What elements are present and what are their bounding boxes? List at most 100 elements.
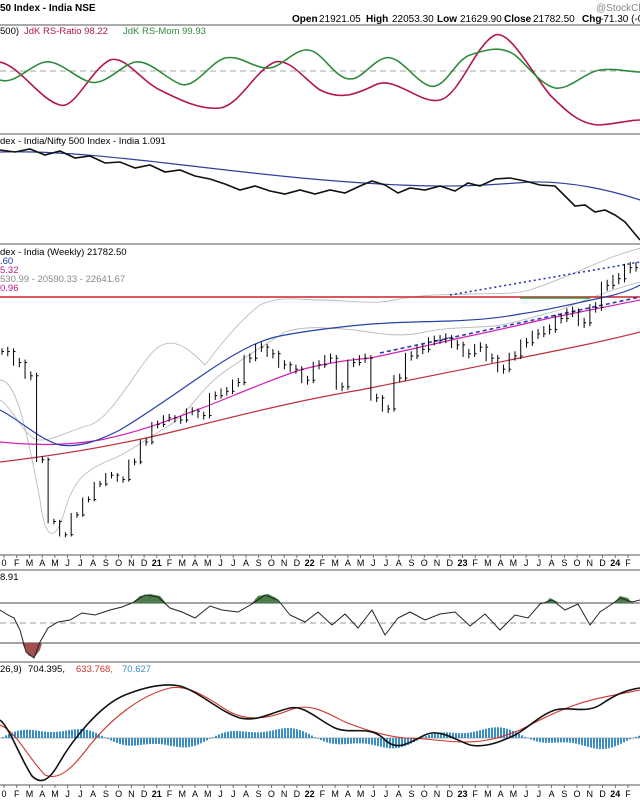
- macd-hist-bar: [83, 729, 85, 738]
- macd-hist-bar: [449, 732, 451, 738]
- x-axis-bottom-tick-label: J: [537, 789, 542, 799]
- x-axis-top-tick-label: M: [204, 558, 212, 568]
- x-axis-top-tick-label: A: [396, 558, 402, 568]
- macd-hist-bar: [308, 733, 310, 738]
- macd-hist-bar: [149, 738, 151, 745]
- x-axis-bottom-tick-label: J: [371, 789, 376, 799]
- x-axis-top-tick-label: F: [472, 558, 478, 568]
- macd-hist-bar: [578, 738, 580, 745]
- macd-hist-bar: [368, 738, 370, 745]
- x-axis-top-tick-label: A: [90, 558, 96, 568]
- macd-hist-bar: [152, 738, 154, 744]
- macd-hist-bar: [593, 738, 595, 749]
- macd-hist-bar: [158, 738, 160, 745]
- x-axis-bottom-tick-label: S: [409, 789, 415, 799]
- macd-hist-bar: [128, 738, 130, 746]
- rsi-overbought-fill-1: [132, 594, 166, 603]
- macd-hist-bar: [50, 732, 52, 738]
- close-value: 21782.50: [533, 14, 575, 25]
- rs-panel-prefix: 500): [0, 26, 19, 37]
- macd-hist-bar: [164, 738, 166, 745]
- macd-panel: 26,9) 704.395, 633.768, 70.627: [0, 661, 640, 782]
- macd-hist-bar: [125, 738, 127, 746]
- macd-hist-bar: [353, 738, 355, 744]
- macd-hist-bar: [80, 729, 82, 738]
- macd-hist-bar: [440, 732, 442, 738]
- macd-hist-bar: [527, 738, 529, 739]
- macd-hist-bar: [608, 738, 610, 749]
- macd-hist-bar: [317, 738, 319, 739]
- x-axis-bottom-tick-label: A: [549, 789, 555, 799]
- x-axis-top-tick-label: O: [574, 558, 581, 568]
- macd-hist-bar: [560, 738, 562, 743]
- macd-hist-bar: [335, 738, 337, 745]
- macd-hist-bar: [89, 730, 91, 738]
- x-axis-bottom-tick-label: J: [78, 789, 83, 799]
- macd-hist-bar: [530, 738, 532, 740]
- x-axis-bottom-tick-label: M: [484, 789, 492, 799]
- macd-hist-bar: [281, 728, 283, 738]
- macd-hist-bar: [311, 735, 313, 738]
- high-value: 22053.30: [392, 14, 434, 25]
- macd-hist-bar: [380, 738, 382, 747]
- macd-hist-bar: [596, 738, 598, 749]
- x-axis-bottom-tick-label: J: [65, 789, 70, 799]
- macd-hist-bar: [551, 738, 553, 743]
- price-ma-long: [0, 331, 640, 463]
- macd-hist-bar: [617, 738, 619, 746]
- x-axis-top-tick-label: A: [498, 558, 504, 568]
- x-axis-bottom-tick-label: A: [498, 789, 504, 799]
- macd-hist-bar: [599, 738, 601, 750]
- macd-hist-bar: [431, 734, 433, 738]
- macd-hist-bar: [206, 738, 208, 741]
- macd-hist-bar: [581, 738, 583, 746]
- x-axis-top-tick-label: D: [446, 558, 453, 568]
- macd-hist-bar: [338, 738, 340, 745]
- x-axis-top-tick-label: F: [320, 558, 326, 568]
- macd-hist-bar: [563, 738, 565, 743]
- stockcharts-watermark: @StockCh: [596, 3, 640, 14]
- macd-hist-bar: [383, 738, 385, 748]
- macd-hist-bar: [506, 728, 508, 738]
- macd-hist-bar: [287, 728, 289, 738]
- x-axis-bottom-tick-label: A: [90, 789, 96, 799]
- macd-hist-bar: [8, 733, 10, 738]
- macd-hist-bar: [476, 731, 478, 738]
- macd-hist-bar: [248, 731, 250, 738]
- x-axis-bottom-tick-label: O: [115, 789, 122, 799]
- macd-hist-bar: [134, 738, 136, 746]
- macd-hist-bar: [347, 738, 349, 744]
- macd-hist-bar: [494, 727, 496, 738]
- x-axis-bottom-tick-label: J: [231, 789, 236, 799]
- lower-trendline: [379, 296, 640, 354]
- macd-hist-bar: [41, 731, 43, 738]
- macd-hist-bar: [242, 731, 244, 738]
- x-axis-top-tick-label: M: [331, 558, 339, 568]
- macd-hist-bar: [320, 738, 322, 741]
- macd-hist-bar: [467, 732, 469, 738]
- macd-hist-bar: [437, 732, 439, 738]
- macd-hist-bar: [635, 736, 637, 738]
- macd-hist-bar: [377, 738, 379, 747]
- macd-hist-bar: [323, 738, 325, 742]
- macd-hist-bar: [269, 730, 271, 738]
- macd-hist-bar: [263, 731, 265, 738]
- macd-hist-bar: [536, 738, 538, 742]
- x-axis-top: 0 F M A M J J A S O N D 21 F M A M J J A S O N D 22 F M A M J J A S O N D 23…: [0, 554, 640, 568]
- macd-hist-bar: [140, 738, 142, 745]
- macd-hist-bar: [386, 738, 388, 748]
- macd-hist-bar: [284, 728, 286, 738]
- x-axis-top-tick-label: M: [26, 558, 34, 568]
- x-axis-bottom-tick-label: M: [26, 789, 34, 799]
- macd-hist-bar: [422, 737, 424, 739]
- macd-hist-bar: [236, 730, 238, 738]
- x-axis-top-tick-label: N: [128, 558, 135, 568]
- macd-hist-bar: [485, 728, 487, 738]
- macd-hist-bar: [500, 727, 502, 738]
- macd-hist-bar: [374, 738, 376, 746]
- macd-hist-bar: [299, 730, 301, 738]
- macd-hist-bar: [65, 730, 67, 738]
- x-axis-top-tick-label: S: [256, 558, 262, 568]
- macd-hist-bar: [116, 738, 118, 744]
